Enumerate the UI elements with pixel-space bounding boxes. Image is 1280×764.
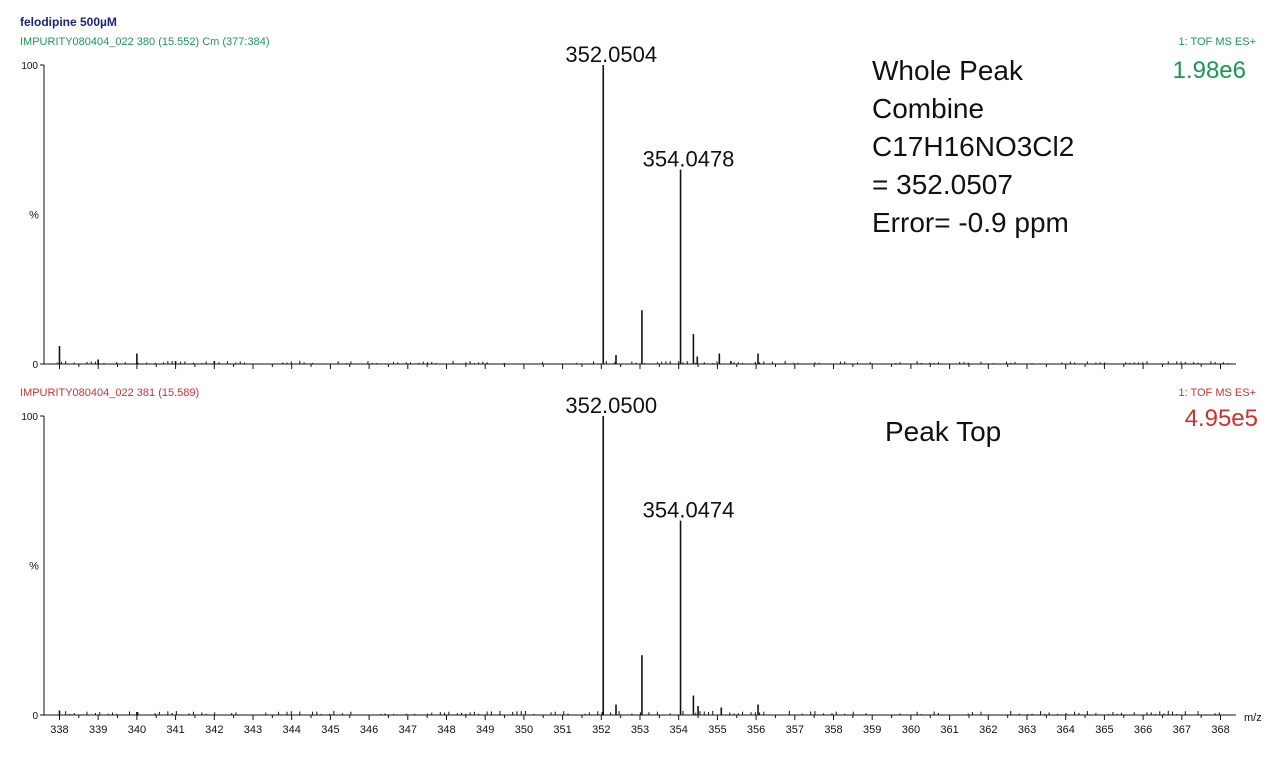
annotation-theoretical-mass: = 352.0507 <box>872 169 1013 200</box>
top-y-axis-label: % <box>29 210 39 222</box>
bottom-x-tick-label: 346 <box>360 724 378 736</box>
bottom-x-tick-label: 365 <box>1095 724 1113 736</box>
page-title: felodipine 500µM <box>20 15 117 29</box>
top-max-intensity: 1.98e6 <box>1172 57 1246 84</box>
bottom-max-intensity: 4.95e5 <box>1184 405 1258 432</box>
top-peak-label: 354.0478 <box>643 147 735 172</box>
bottom-x-tick-label: 360 <box>902 724 920 736</box>
bottom-x-axis-label: m/z <box>1244 712 1262 724</box>
bottom-x-tick-label: 358 <box>824 724 842 736</box>
bottom-x-tick-label: 351 <box>553 724 571 736</box>
bottom-x-tick-label: 349 <box>476 724 494 736</box>
bottom-y-axis-label: % <box>29 561 39 573</box>
bottom-y-tick-label-100: 100 <box>21 412 38 423</box>
annotation-error: Error= -0.9 ppm <box>872 207 1069 238</box>
bottom-x-tick-label: 368 <box>1211 724 1229 736</box>
bottom-x-tick-label: 356 <box>747 724 765 736</box>
annotation-formula: C17H16NO3Cl2 <box>872 131 1075 162</box>
bottom-x-tick-label: 342 <box>205 724 223 736</box>
bottom-x-tick-label: 338 <box>50 724 68 736</box>
bottom-x-tick-label: 354 <box>670 724 688 736</box>
bottom-y-tick-label-0: 0 <box>32 711 38 722</box>
bottom-x-tick-label: 367 <box>1173 724 1191 736</box>
annotation-line-2: Combine <box>872 93 985 124</box>
annotation-peak-top: Peak Top <box>885 416 1002 447</box>
bottom-x-tick-label: 345 <box>321 724 339 736</box>
top-ion-mode: 1: TOF MS ES+ <box>1178 36 1256 48</box>
bottom-peak-label: 354.0474 <box>643 498 735 523</box>
bottom-x-tick-label: 352 <box>592 724 610 736</box>
top-y-tick-label-0: 0 <box>32 360 38 371</box>
top-y-tick-label-100: 100 <box>21 61 38 72</box>
bottom-x-tick-label: 362 <box>979 724 997 736</box>
bottom-x-tick-label: 350 <box>515 724 533 736</box>
bottom-x-tick-label: 341 <box>166 724 184 736</box>
bottom-x-tick-label: 353 <box>631 724 649 736</box>
annotation-line-1: Whole Peak <box>872 55 1023 86</box>
bottom-x-tick-label: 361 <box>940 724 958 736</box>
bottom-x-tick-label: 348 <box>437 724 455 736</box>
bottom-ion-mode: 1: TOF MS ES+ <box>1178 387 1256 399</box>
top-spectrum-header: IMPURITY080404_022 380 (15.552) Cm (377:… <box>20 36 270 48</box>
bottom-x-tick-label: 364 <box>1057 724 1075 736</box>
bottom-x-tick-label: 339 <box>89 724 107 736</box>
bottom-x-tick-label: 343 <box>244 724 262 736</box>
bottom-x-tick-label: 340 <box>128 724 146 736</box>
bottom-peak-label: 352.0500 <box>565 393 657 418</box>
top-peak-label: 352.0504 <box>565 42 657 67</box>
bottom-x-tick-label: 366 <box>1134 724 1152 736</box>
bottom-x-tick-label: 355 <box>708 724 726 736</box>
bottom-spectrum-header: IMPURITY080404_022 381 (15.589) <box>20 387 200 399</box>
bottom-x-tick-label: 344 <box>283 724 301 736</box>
bottom-x-tick-label: 357 <box>786 724 804 736</box>
bottom-x-tick-label: 359 <box>863 724 881 736</box>
bottom-x-tick-label: 347 <box>399 724 417 736</box>
bottom-x-tick-label: 363 <box>1018 724 1036 736</box>
